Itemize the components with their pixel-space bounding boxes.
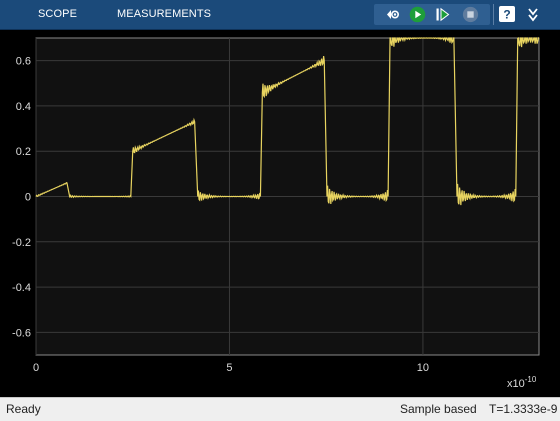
help-icon[interactable]: ? <box>498 5 516 23</box>
signal-selector-icon[interactable] <box>384 6 401 23</box>
toolstrip: SCOPE MEASUREMENTS ? <box>0 0 560 30</box>
step-forward-icon[interactable] <box>434 6 451 23</box>
scope-display[interactable]: 0.6 0.4 0.2 0 -0.2 -0.4 -0.6 0 5 10 x10-10 <box>0 30 560 397</box>
x-tick-label: 10 <box>417 362 429 374</box>
y-tick-label: 0.4 <box>16 101 31 113</box>
y-tick-label: -0.6 <box>12 327 31 339</box>
tab-scope[interactable]: SCOPE <box>38 8 78 20</box>
y-tick-label: 0.2 <box>16 146 31 158</box>
y-tick-label: -0.2 <box>12 237 31 249</box>
sample-mode: Sample based <box>400 402 477 416</box>
simulation-controls <box>374 4 490 25</box>
y-tick-label: 0.6 <box>16 56 31 68</box>
x-tick-label: 5 <box>226 362 232 374</box>
status-text: Ready <box>6 402 41 416</box>
scope-plot[interactable]: 0.6 0.4 0.2 0 -0.2 -0.4 -0.6 0 5 10 x10-10 <box>0 30 560 397</box>
y-tick-label: 0 <box>25 192 31 204</box>
time-readout: T=1.3333e-9 <box>489 402 558 416</box>
x-tick-label: 0 <box>33 362 39 374</box>
svg-text:?: ? <box>503 8 510 22</box>
tab-measurements[interactable]: MEASUREMENTS <box>117 8 212 20</box>
x-axis-ticks: 0 5 10 <box>33 362 429 374</box>
stop-icon[interactable] <box>462 6 479 23</box>
toolbar-separator <box>493 4 494 25</box>
x-axis-exponent: x10-10 <box>507 375 537 390</box>
run-icon[interactable] <box>409 6 426 23</box>
signal-trace <box>35 36 540 206</box>
y-axis-ticks: 0.6 0.4 0.2 0 -0.2 -0.4 -0.6 <box>12 56 31 340</box>
y-tick-label: -0.4 <box>12 282 31 294</box>
expand-icon[interactable] <box>524 5 542 23</box>
status-bar: Ready Sample based T=1.3333e-9 <box>0 397 560 421</box>
